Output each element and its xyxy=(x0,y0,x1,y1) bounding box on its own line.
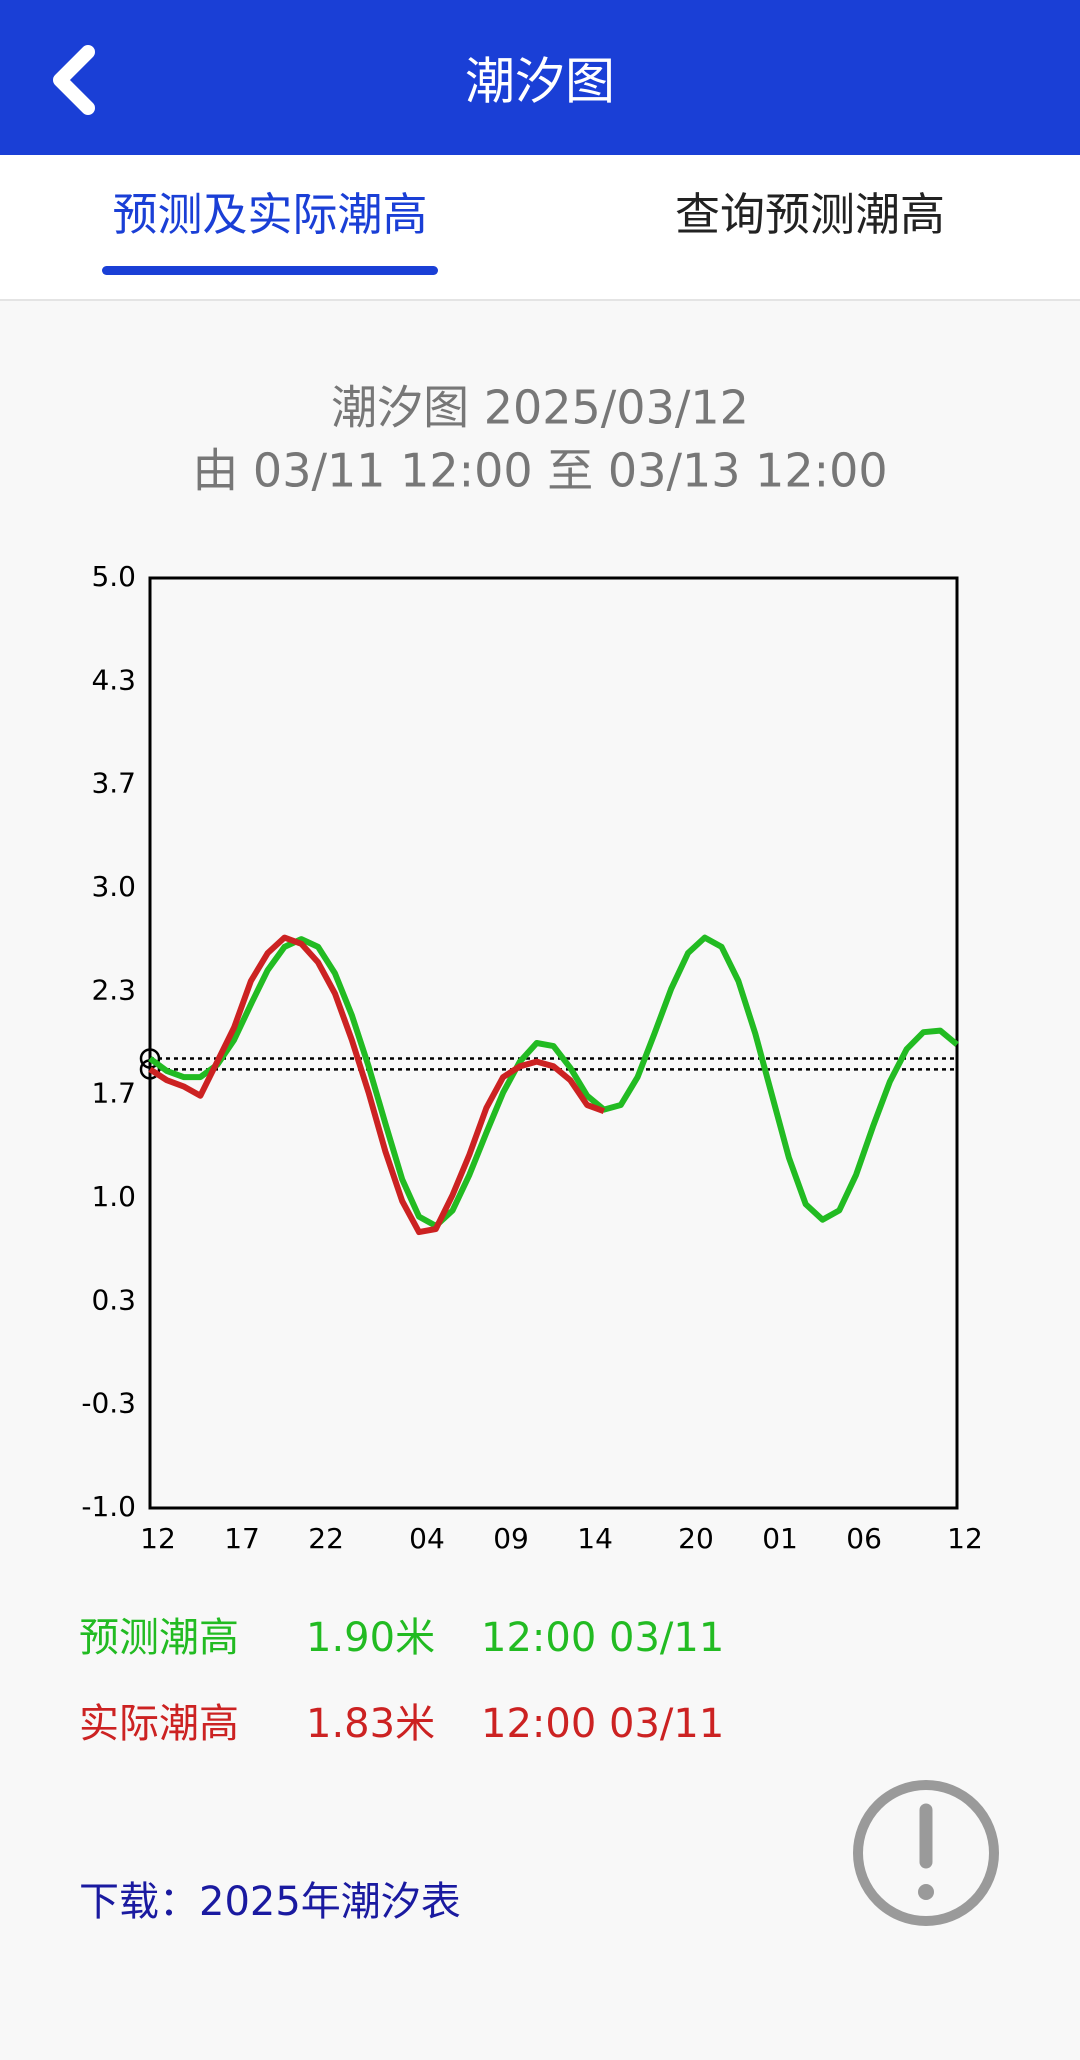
tide-line xyxy=(148,934,959,1229)
app-title: 潮汐图 xyxy=(465,53,615,111)
current-marker xyxy=(139,1048,161,1069)
plot: -1.0 -0.3 0.3 1.0 1.7 2.3 3.0 3.7 4.3 5.0 12 17 22 04… xyxy=(81,560,982,1555)
tab[interactable]: 查询预测潮高 xyxy=(675,188,945,241)
y-tick-label: 1.0 xyxy=(91,1180,136,1213)
readout-time: 12:00 03/11 xyxy=(481,1701,724,1747)
readout-name: 实际潮高 xyxy=(79,1701,239,1747)
y-tick-label: 3.0 xyxy=(91,870,136,903)
y-tick-label: 3.7 xyxy=(91,767,136,800)
readout-value: 1.90米 xyxy=(306,1615,435,1661)
app-bar xyxy=(0,0,1080,155)
readout-name: 预测潮高 xyxy=(79,1615,239,1661)
y-tick-label: 4.3 xyxy=(91,663,136,696)
y-tick-label: 0.3 xyxy=(91,1283,136,1316)
x-tick-label: 12 xyxy=(947,1522,983,1555)
x-tick-label: 12 xyxy=(140,1522,176,1555)
readout-value: 1.83米 xyxy=(306,1701,435,1747)
x-tick-label: 14 xyxy=(577,1522,613,1555)
y-tick-label: 5.0 xyxy=(91,560,136,593)
readouts: 预测潮高 1.90米 12:00 03/11 实际潮高 1.83米 12:00 03/11 xyxy=(79,1615,724,1747)
y-tick-label: -0.3 xyxy=(81,1387,136,1420)
x-tick-label: 06 xyxy=(846,1522,882,1555)
tab-indicator xyxy=(102,266,438,275)
tab-active[interactable]: 预测及实际潮高 xyxy=(112,188,427,241)
back-button[interactable] xyxy=(53,45,95,115)
readout-time: 12:00 03/11 xyxy=(481,1615,724,1661)
x-tick-label: 04 xyxy=(409,1522,445,1555)
tide-line xyxy=(148,934,605,1236)
x-tick-label: 17 xyxy=(224,1522,260,1555)
tab-bar xyxy=(0,155,1080,300)
x-tick-label: 20 xyxy=(678,1522,714,1555)
plot-area xyxy=(148,576,959,1510)
x-tick-label: 09 xyxy=(493,1522,529,1555)
chart-subtitle: 由 03/11 12:00 至 03/13 12:00 xyxy=(192,444,887,498)
y-tick-label: -1.0 xyxy=(81,1490,136,1523)
y-tick-label: 1.7 xyxy=(91,1077,136,1110)
x-tick-label: 01 xyxy=(762,1522,798,1555)
x-tick-label: 22 xyxy=(308,1522,344,1555)
alert-button[interactable] xyxy=(853,1780,999,1926)
y-tick-label: 2.3 xyxy=(91,973,136,1006)
download-link[interactable]: 下载：2025年潮汐表 xyxy=(79,1879,461,1925)
chart-title: 潮汐图 2025/03/12 xyxy=(331,381,749,435)
